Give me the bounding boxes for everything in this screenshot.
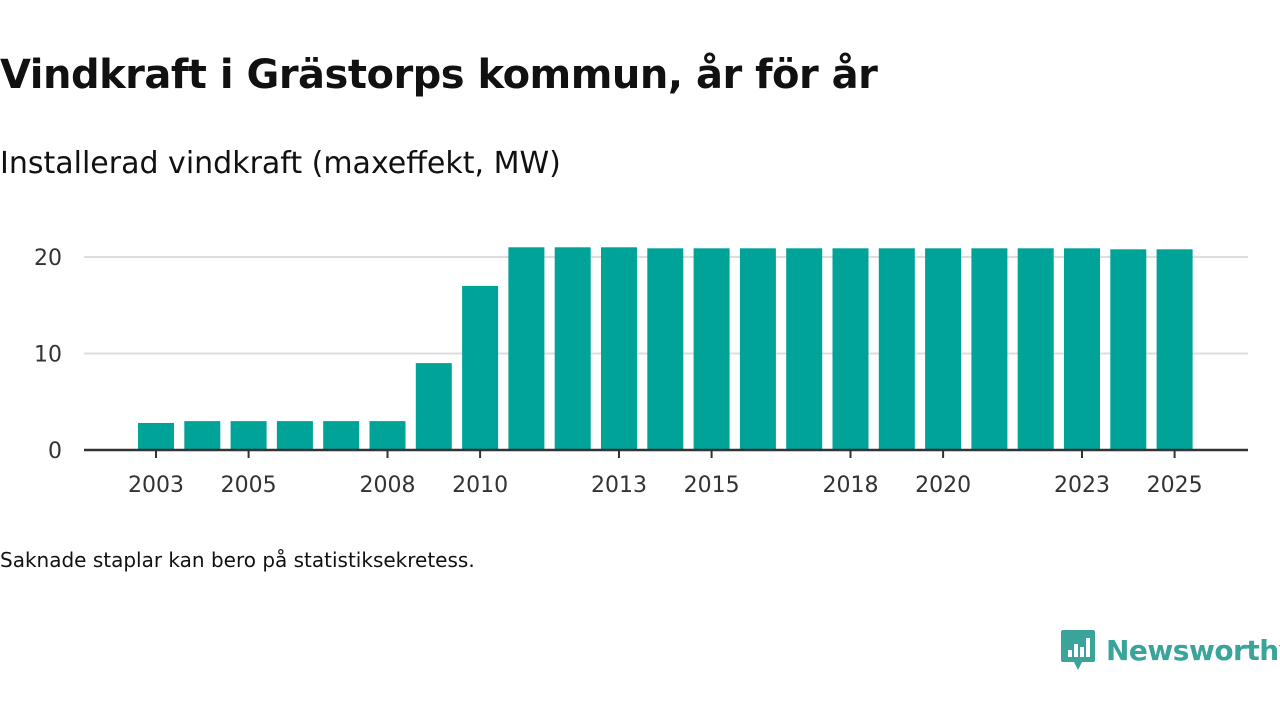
x-tick-label: 2020 [915, 473, 971, 498]
bar-2013 [601, 247, 637, 450]
x-tick-label: 2003 [128, 473, 184, 498]
bar-2014 [647, 248, 684, 450]
brand-name: Newsworthy [1106, 633, 1280, 667]
bar-2007 [323, 421, 360, 451]
bar-2004 [184, 421, 221, 451]
bar-2018 [832, 248, 869, 450]
bars [138, 247, 1193, 451]
bar-2008 [369, 421, 406, 451]
bar-2016 [739, 248, 776, 450]
y-tick-label: 10 [34, 343, 62, 368]
bar-2020 [925, 248, 962, 450]
chart-subtitle: Installerad vindkraft (maxeffekt, MW) [0, 146, 561, 181]
bar-2003 [138, 423, 174, 450]
x-tick-label: 2013 [591, 473, 647, 498]
bar-2010 [462, 285, 499, 450]
bar-2005 [230, 421, 267, 451]
bar-2021 [971, 248, 1008, 450]
x-tick-label: 2010 [452, 473, 508, 498]
bar-2012 [554, 247, 591, 450]
x-tick-label: 2018 [823, 473, 879, 498]
axes: 0 10 20 2003 2005 2008 2010 2013 2015 2018 2020 202… [34, 246, 1248, 498]
chart-title: Vindkraft i Grästorps kommun, år för år [0, 52, 878, 98]
bar-2006 [276, 421, 313, 451]
bar-2024 [1110, 249, 1147, 450]
y-tick-label: 20 [34, 246, 62, 271]
newsworthy-logo-icon [1061, 630, 1095, 670]
x-tick-label: 2023 [1054, 473, 1110, 498]
bar-2015 [693, 248, 730, 450]
bar-2019 [878, 248, 915, 450]
bar-chart: 0 10 20 2003 2005 2008 2010 2013 2015 2018 2020 202… [34, 246, 1248, 498]
x-tick-label: 2008 [360, 473, 416, 498]
brand-logo: Newsworthy [1060, 628, 1280, 672]
bar-2017 [786, 248, 823, 450]
bar-2011 [508, 247, 545, 450]
bar-2023 [1064, 248, 1100, 450]
x-tick-label: 2025 [1147, 473, 1203, 498]
bar-2009 [415, 363, 452, 450]
x-tick-label: 2015 [684, 473, 740, 498]
bar-2022 [1017, 248, 1054, 450]
x-tick-label: 2005 [221, 473, 277, 498]
bar-2025 [1156, 249, 1193, 450]
footnote: Saknade staplar kan bero på statistiksek… [0, 548, 475, 572]
y-tick-label: 0 [48, 439, 62, 464]
